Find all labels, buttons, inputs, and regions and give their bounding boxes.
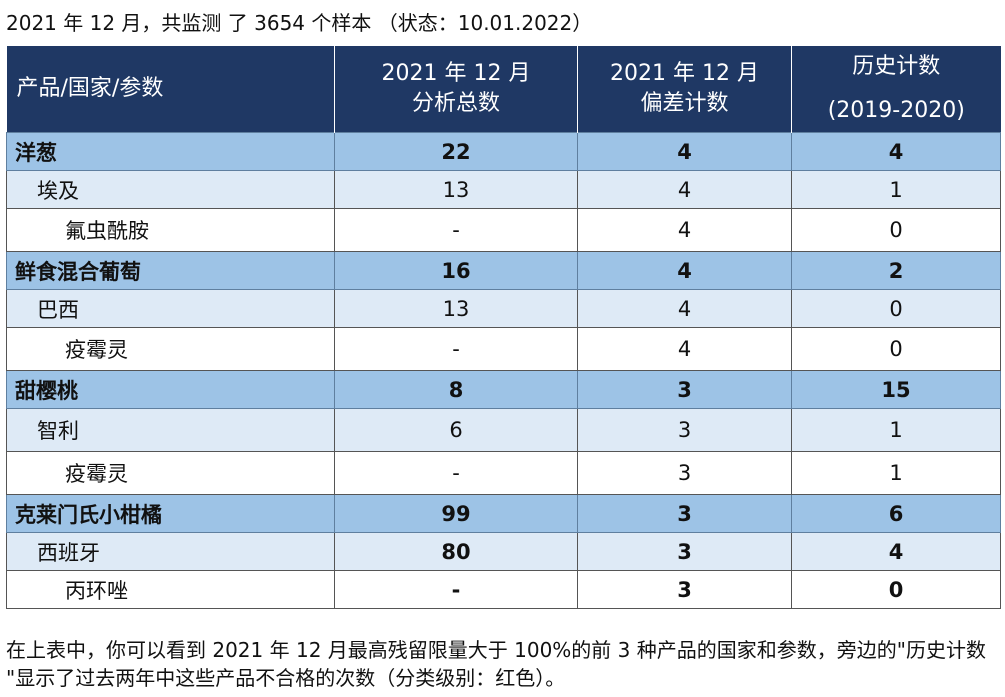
table-caption: 2021 年 12 月，共监测 了 3654 个样本 （状态：10.01.202… <box>6 11 593 35</box>
row-history: 1 <box>791 451 1001 495</box>
country-row-egypt: 埃及 13 4 1 <box>6 170 1001 209</box>
row-total: 80 <box>334 532 578 571</box>
header-history-line1: 历史计数 <box>852 54 941 79</box>
row-deviation: 3 <box>577 532 792 571</box>
row-total: 99 <box>334 494 578 533</box>
product-row-clementines: 克莱门氏小柑橘 99 3 6 <box>6 494 1001 533</box>
row-history: 0 <box>791 289 1001 328</box>
row-name: 疫霉灵 <box>6 451 335 495</box>
row-deviation: 4 <box>577 251 792 290</box>
header-total-analyses: 2021 年 12 月 分析总数 <box>334 46 578 133</box>
row-name: 克莱门氏小柑橘 <box>6 494 335 533</box>
country-row-brazil: 巴西 13 4 0 <box>6 289 1001 328</box>
row-total: - <box>334 208 578 252</box>
row-name: 氟虫酰胺 <box>6 208 335 252</box>
row-total: 22 <box>334 132 578 171</box>
row-history: 0 <box>791 208 1001 252</box>
country-row-spain: 西班牙 80 3 4 <box>6 532 1001 571</box>
row-name: 疫霉灵 <box>6 327 335 371</box>
row-history: 2 <box>791 251 1001 290</box>
row-total: 6 <box>334 408 578 452</box>
header-product-country-parameter: 产品/国家/参数 <box>6 46 335 133</box>
parameter-row-flubendiamide: 氟虫酰胺 - 4 0 <box>6 208 1001 252</box>
header-deviation-line2: 偏差计数 <box>640 91 729 116</box>
row-total: - <box>334 451 578 495</box>
product-row-sweet-cherries: 甜樱桃 8 3 15 <box>6 370 1001 409</box>
parameter-row-fosetyl-1: 疫霉灵 - 4 0 <box>6 327 1001 371</box>
row-name: 智利 <box>6 408 335 452</box>
country-row-chile: 智利 6 3 1 <box>6 408 1001 452</box>
row-deviation: 3 <box>577 370 792 409</box>
row-name: 丙环唑 <box>6 570 335 609</box>
header-total-line2: 分析总数 <box>411 91 500 116</box>
row-name: 埃及 <box>6 170 335 209</box>
row-deviation: 3 <box>577 451 792 495</box>
row-deviation: 4 <box>577 289 792 328</box>
row-history: 6 <box>791 494 1001 533</box>
row-deviation: 4 <box>577 132 792 171</box>
header-total-line1: 2021 年 12 月 <box>381 61 531 86</box>
parameter-row-fosetyl-2: 疫霉灵 - 3 1 <box>6 451 1001 495</box>
explanatory-note: 在上表中，你可以看到 2021 年 12 月最高残留限量大于 100%的前 3 … <box>6 638 986 690</box>
row-total: 13 <box>334 170 578 209</box>
product-row-table-grapes: 鲜食混合葡萄 16 4 2 <box>6 251 1001 290</box>
row-deviation: 3 <box>577 570 792 609</box>
row-name: 鲜食混合葡萄 <box>6 251 335 290</box>
table-header-row: 产品/国家/参数 2021 年 12 月 分析总数 2021 年 12 月 偏差… <box>6 46 1001 133</box>
row-history: 0 <box>791 570 1001 609</box>
row-deviation: 3 <box>577 494 792 533</box>
row-total: 16 <box>334 251 578 290</box>
row-name: 西班牙 <box>6 532 335 571</box>
row-name: 甜樱桃 <box>6 370 335 409</box>
row-deviation: 4 <box>577 208 792 252</box>
residue-table: 产品/国家/参数 2021 年 12 月 分析总数 2021 年 12 月 偏差… <box>6 46 1001 609</box>
row-history: 0 <box>791 327 1001 371</box>
header-deviation-count: 2021 年 12 月 偏差计数 <box>577 46 792 133</box>
row-name: 巴西 <box>6 289 335 328</box>
row-history: 4 <box>791 132 1001 171</box>
row-history: 4 <box>791 532 1001 571</box>
header-deviation-line1: 2021 年 12 月 <box>610 61 759 86</box>
product-row-onion: 洋葱 22 4 4 <box>6 132 1001 171</box>
row-total: - <box>334 570 578 609</box>
row-deviation: 3 <box>577 408 792 452</box>
parameter-row-propiconazole: 丙环唑 - 3 0 <box>6 570 1001 609</box>
row-history: 15 <box>791 370 1001 409</box>
row-history: 1 <box>791 408 1001 452</box>
row-history: 1 <box>791 170 1001 209</box>
header-history-line2: (2019-2020) <box>827 98 965 123</box>
row-total: - <box>334 327 578 371</box>
row-total: 13 <box>334 289 578 328</box>
row-deviation: 4 <box>577 170 792 209</box>
row-deviation: 4 <box>577 327 792 371</box>
row-name: 洋葱 <box>6 132 335 171</box>
header-history-count: 历史计数 (2019-2020) <box>791 46 1001 133</box>
row-total: 8 <box>334 370 578 409</box>
